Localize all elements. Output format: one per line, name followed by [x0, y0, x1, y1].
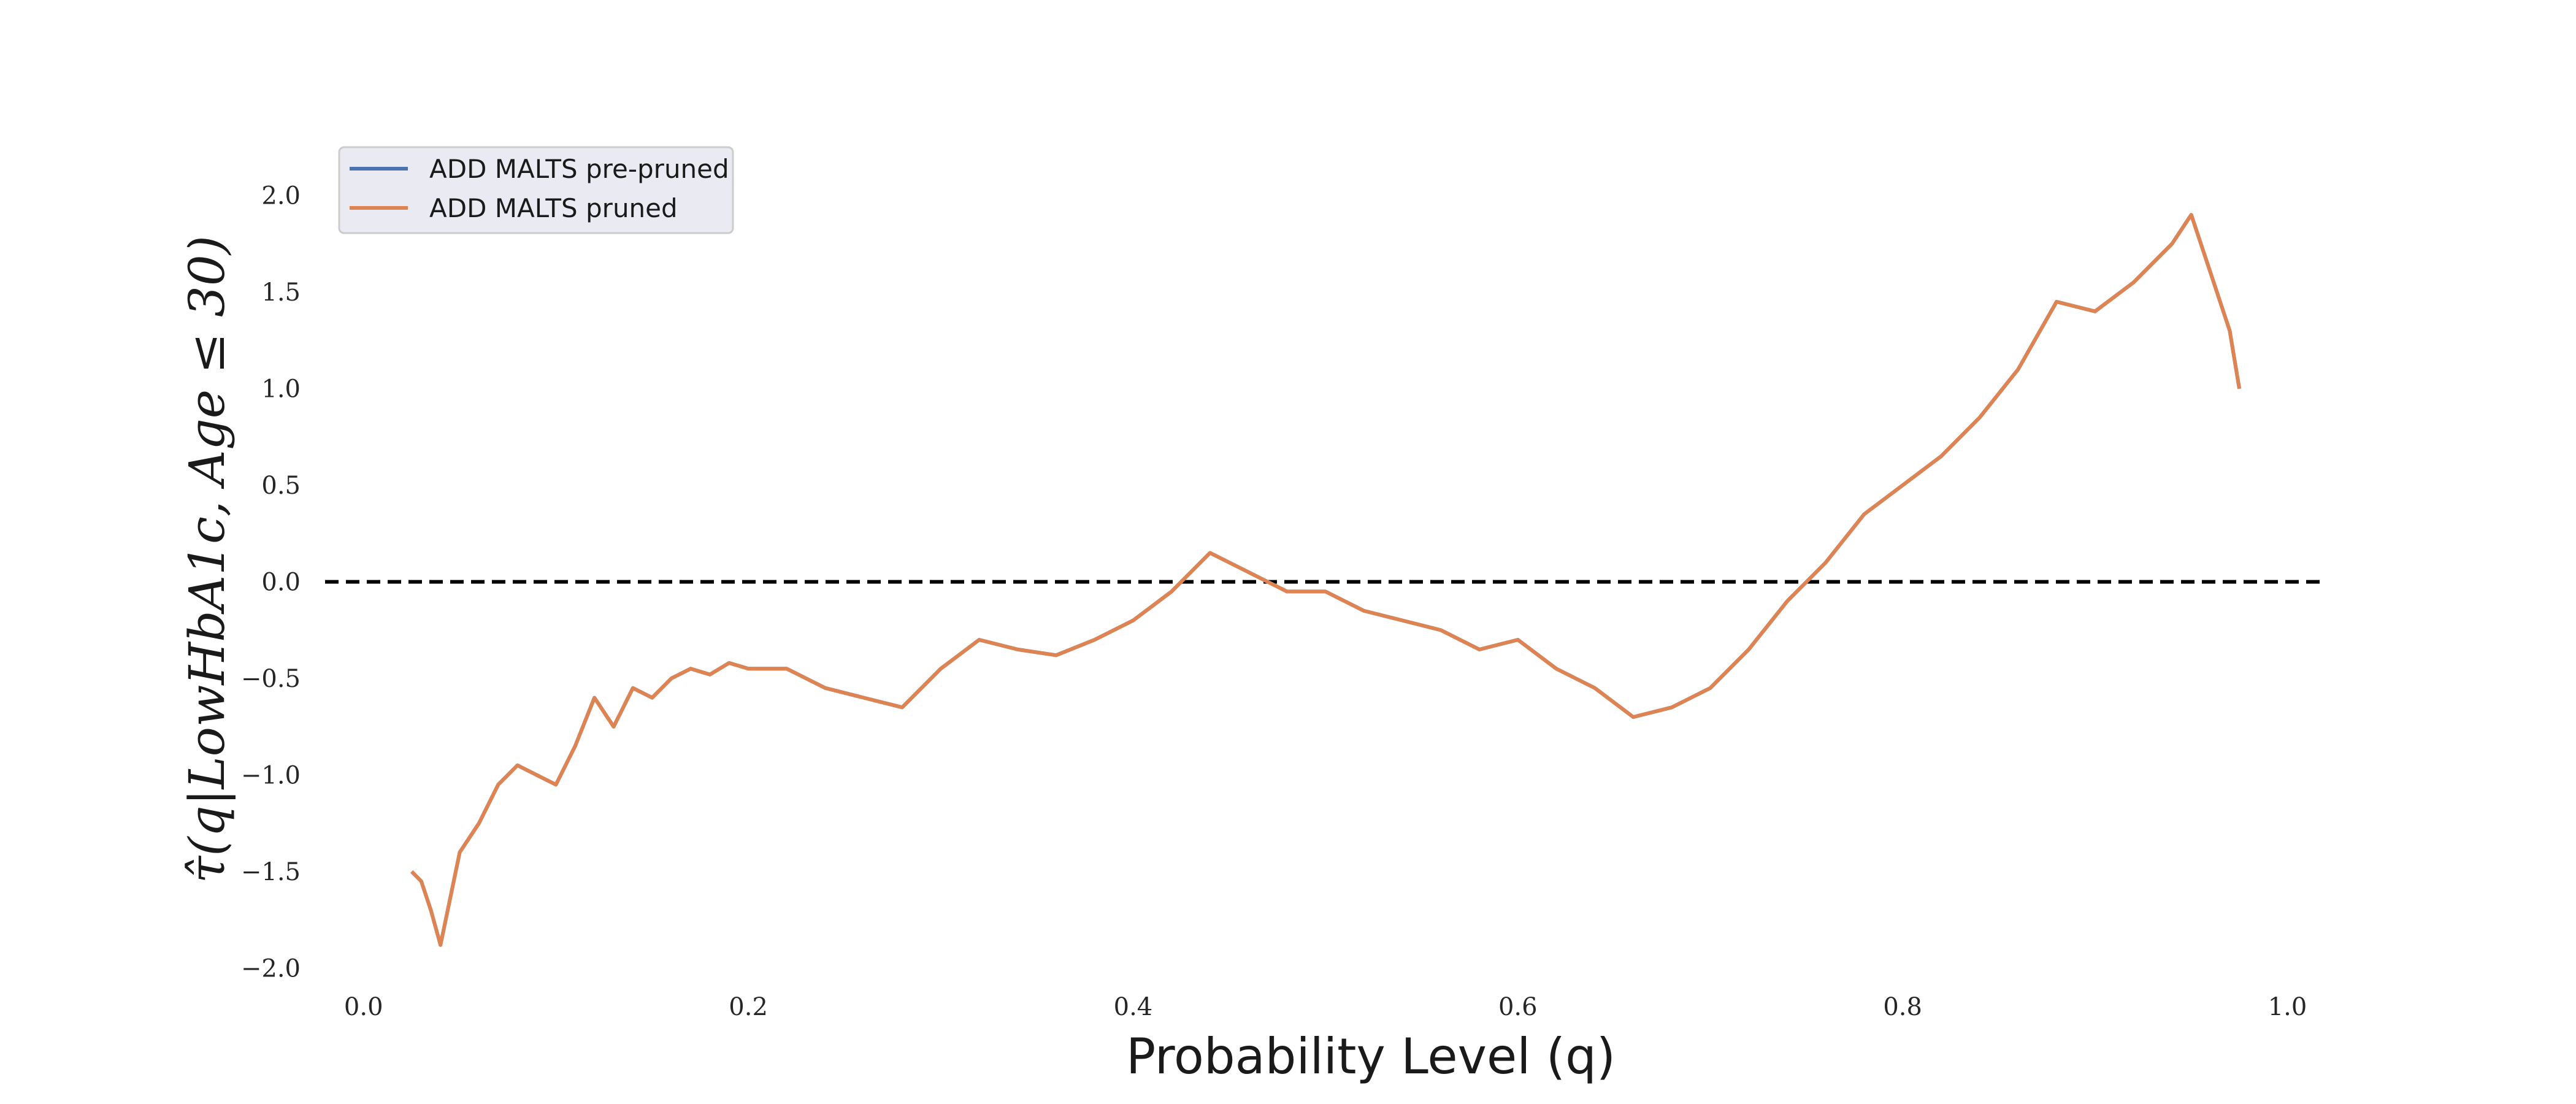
y-tick-label: 1.0 — [261, 375, 301, 404]
y-tick-label: −1.5 — [241, 858, 301, 886]
legend: ADD MALTS pre-pruned ADD MALTS pruned — [338, 146, 734, 234]
legend-box — [338, 146, 734, 234]
y-tick-label: 1.5 — [261, 278, 301, 307]
x-tick-label: 0.0 — [344, 993, 383, 1021]
x-tick-label: 0.2 — [729, 993, 768, 1021]
series-line-pre-pruned — [410, 213, 2242, 947]
y-tick-label: 0.0 — [261, 569, 301, 597]
y-axis-label: τ̂(q|LowHbA1c, Age ≤ 30) — [178, 236, 236, 883]
y-tick-label: −1.0 — [241, 762, 301, 790]
y-tick-label: 2.0 — [261, 182, 301, 210]
y-tick-labels: −2.0 −1.5 −1.0 −0.5 0.0 0.5 1.0 1.5 2.0 — [241, 182, 301, 983]
y-tick-label: 0.5 — [261, 472, 301, 500]
y-tick-label: −2.0 — [241, 955, 301, 983]
x-tick-labels: 0.0 0.2 0.4 0.6 0.8 1.0 — [344, 993, 2307, 1021]
x-tick-label: 0.8 — [1883, 993, 1922, 1021]
legend-label-pre-pruned: ADD MALTS pre-pruned — [429, 154, 729, 184]
x-tick-label: 0.4 — [1114, 993, 1153, 1021]
series-line-pruned — [410, 213, 2242, 947]
y-tick-label: −0.5 — [241, 665, 301, 693]
series-layer — [410, 213, 2242, 947]
x-tick-label: 0.6 — [1498, 993, 1538, 1021]
x-axis-label: Probability Level (q) — [1126, 1028, 1616, 1085]
x-tick-label: 1.0 — [2268, 993, 2307, 1021]
legend-label-pruned: ADD MALTS pruned — [429, 193, 678, 223]
